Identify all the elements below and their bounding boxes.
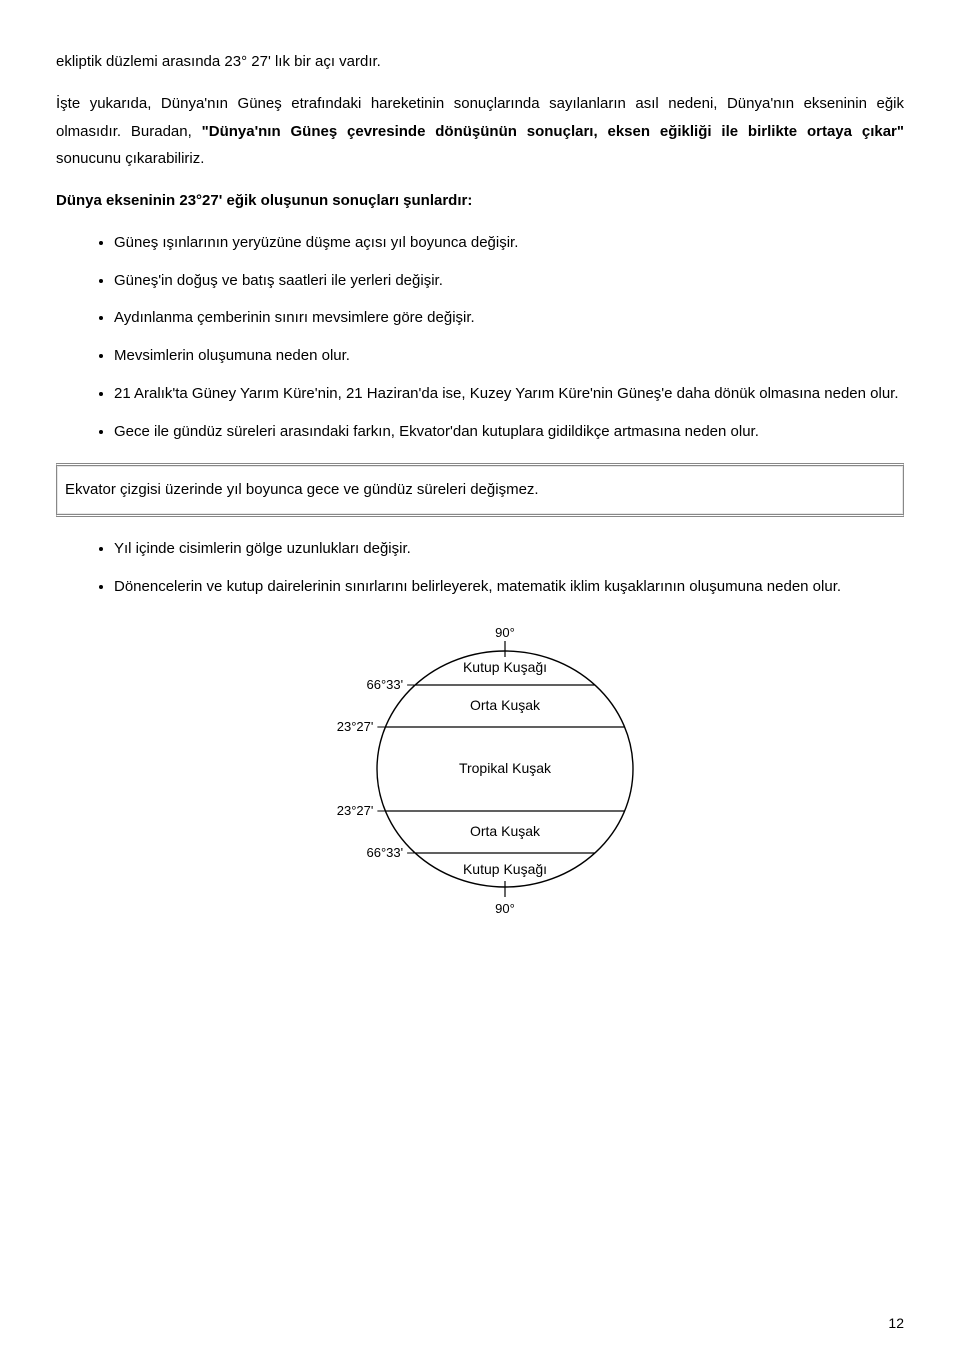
svg-text:66°33': 66°33'	[366, 677, 403, 692]
list-item: Yıl içinde cisimlerin gölge uzunlukları …	[114, 535, 904, 563]
svg-text:Kutup Kuşağı: Kutup Kuşağı	[463, 861, 547, 877]
list-item: Güneş'in doğuş ve batış saatleri ile yer…	[114, 267, 904, 295]
list-item: Güneş ışınlarının yeryüzüne düşme açısı …	[114, 229, 904, 257]
svg-text:90°: 90°	[495, 625, 515, 640]
main-paragraph-bold: "Dünya'nın Güneş çevresinde dönüşünün so…	[202, 123, 904, 140]
callout-text: Ekvator çizgisi üzerinde yıl boyunca gec…	[56, 463, 904, 517]
svg-text:Orta Kuşak: Orta Kuşak	[470, 823, 541, 839]
main-paragraph: İşte yukarıda, Dünya'nın Güneş etrafında…	[56, 90, 904, 173]
callout-box: Ekvator çizgisi üzerinde yıl boyunca gec…	[56, 463, 904, 517]
zones-svg: 90° 90° 66°33' 23°27' 23°27' 66°33' Kutup Kuşa…	[290, 619, 670, 919]
list-item: Dönencelerin ve kutup dairelerinin sınır…	[114, 573, 904, 601]
list-item: Mevsimlerin oluşumuna neden olur.	[114, 342, 904, 370]
svg-text:23°27': 23°27'	[337, 803, 374, 818]
svg-text:23°27': 23°27'	[337, 719, 374, 734]
intro-paragraph: ekliptik düzlemi arasında 23° 27' lık bi…	[56, 48, 904, 76]
climate-zones-diagram: 90° 90° 66°33' 23°27' 23°27' 66°33' Kutup Kuşa…	[56, 619, 904, 919]
consequences-list-1: Güneş ışınlarının yeryüzüne düşme açısı …	[56, 229, 904, 446]
section-heading: Dünya ekseninin 23°27' eğik oluşunun son…	[56, 187, 904, 215]
main-paragraph-c: sonucunu çıkarabiliriz.	[56, 150, 204, 167]
page-number: 12	[888, 1311, 904, 1337]
svg-text:90°: 90°	[495, 901, 515, 916]
list-item: 21 Aralık'ta Güney Yarım Küre'nin, 21 Ha…	[114, 380, 904, 408]
list-item: Gece ile gündüz süreleri arasındaki fark…	[114, 418, 904, 446]
svg-text:Orta Kuşak: Orta Kuşak	[470, 697, 541, 713]
consequences-list-2: Yıl içinde cisimlerin gölge uzunlukları …	[56, 535, 904, 601]
svg-text:Kutup Kuşağı: Kutup Kuşağı	[463, 659, 547, 675]
list-item: Aydınlanma çemberinin sınırı mevsimlere …	[114, 304, 904, 332]
svg-text:Tropikal Kuşak: Tropikal Kuşak	[459, 760, 552, 776]
svg-text:66°33': 66°33'	[366, 845, 403, 860]
